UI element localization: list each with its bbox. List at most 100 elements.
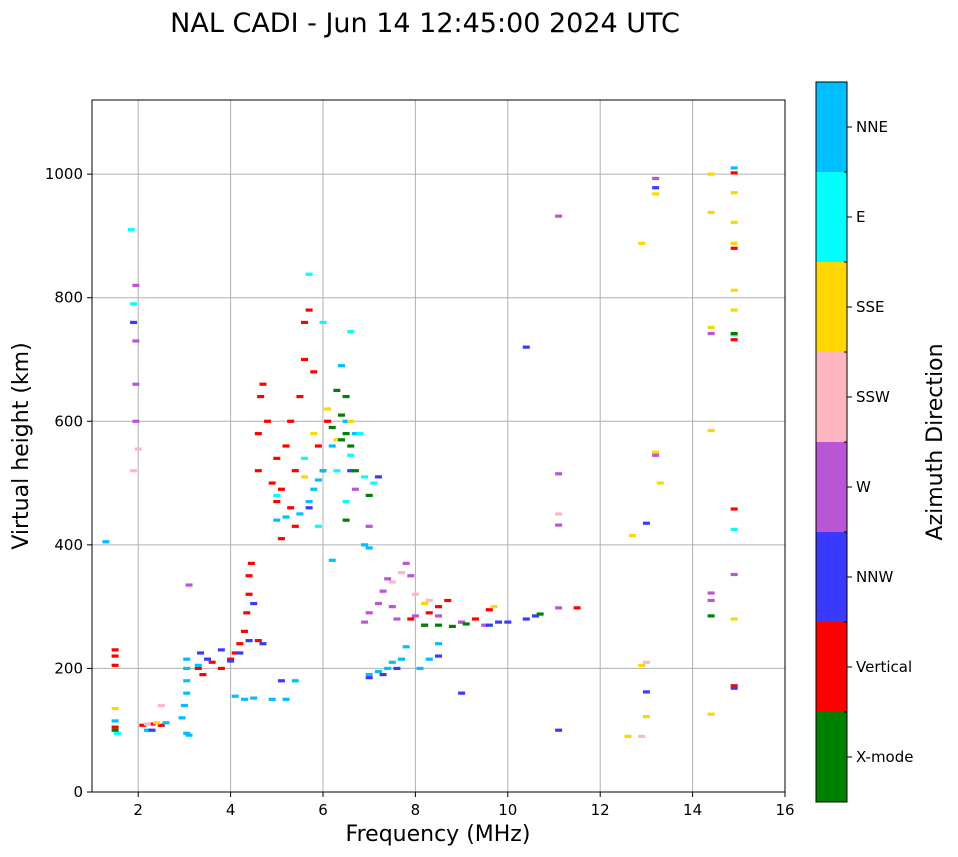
data-point [314, 524, 322, 528]
x-tick-label: 12 [591, 801, 610, 819]
data-point [157, 703, 165, 708]
data-point [638, 241, 646, 245]
data-point [333, 388, 341, 392]
data-point [314, 444, 322, 448]
data-point [555, 472, 563, 476]
data-point [183, 731, 191, 735]
data-point [462, 622, 470, 626]
colorbar-label: E [856, 208, 865, 226]
data-point [351, 432, 359, 436]
data-point [652, 192, 660, 196]
y-tick-label: 0 [73, 783, 83, 801]
data-point [361, 620, 369, 624]
data-point [183, 691, 191, 695]
data-point [388, 660, 396, 664]
data-point [342, 518, 350, 522]
data-point [361, 543, 369, 547]
data-point [301, 357, 309, 362]
data-point [282, 515, 290, 519]
data-point [398, 657, 406, 661]
data-point [730, 572, 738, 577]
series-w [132, 176, 738, 627]
data-point [642, 521, 650, 525]
data-point [485, 623, 493, 627]
data-point [305, 500, 313, 504]
data-point [130, 320, 138, 325]
data-point [111, 706, 119, 711]
colorbar-swatch-e [816, 172, 847, 262]
colorbar-swatch-sse [816, 262, 847, 352]
colorbar-label: X-mode [856, 748, 913, 766]
colorbar-label: NNE [856, 118, 888, 136]
data-point [319, 320, 327, 325]
data-point [638, 663, 646, 667]
data-point [111, 725, 119, 729]
data-point [379, 589, 387, 593]
colorbar-label: SSE [856, 298, 885, 316]
data-point [730, 617, 738, 621]
data-point [555, 512, 563, 516]
data-point [471, 617, 479, 621]
data-point [407, 617, 415, 621]
data-point [296, 394, 304, 399]
data-point [347, 453, 355, 457]
data-point [243, 611, 251, 615]
data-point [254, 639, 262, 643]
data-point [227, 659, 235, 663]
data-point [185, 583, 193, 587]
data-point [204, 657, 211, 661]
data-point [347, 444, 355, 448]
data-point [555, 728, 563, 732]
data-point [111, 663, 119, 667]
data-point [435, 605, 442, 609]
data-point [197, 651, 205, 655]
data-point [183, 666, 191, 671]
data-point [273, 493, 281, 498]
data-point [250, 601, 258, 606]
y-tick-label: 200 [54, 659, 83, 677]
y-axis-label: Virtual height (km) [9, 342, 34, 549]
data-point [365, 546, 373, 550]
data-point [374, 669, 382, 674]
data-point [730, 241, 738, 245]
data-point [183, 657, 191, 661]
series-ssw [130, 447, 650, 738]
data-point [365, 611, 373, 615]
data-point [388, 605, 396, 609]
data-point [435, 623, 442, 627]
data-point [522, 345, 530, 349]
data-point [730, 684, 738, 688]
data-point [342, 419, 350, 423]
data-point [730, 246, 738, 250]
data-point [407, 574, 415, 578]
data-point [337, 364, 345, 368]
data-point [730, 686, 738, 690]
x-axis-ticks: 2 4 6 8 10 12 14 16 [133, 792, 795, 819]
data-point [111, 728, 119, 732]
data-point [347, 419, 355, 423]
data-point [277, 679, 285, 683]
data-point [247, 561, 255, 565]
data-point [180, 703, 188, 708]
data-point [111, 648, 119, 652]
data-point [130, 302, 138, 306]
data-point [305, 272, 313, 276]
data-point [398, 571, 406, 575]
data-point [416, 666, 424, 671]
y-axis-ticks: 0 200 400 600 800 1000 [45, 165, 92, 801]
data-point [347, 330, 355, 334]
data-point [259, 382, 267, 386]
data-point [277, 487, 285, 491]
data-point [132, 283, 140, 287]
series-vertical [111, 171, 738, 729]
data-point [707, 172, 715, 176]
data-point [127, 228, 135, 232]
colorbar-swatch-nnw [816, 532, 847, 622]
data-point [282, 444, 290, 448]
data-point [707, 331, 715, 336]
data-point [153, 721, 161, 725]
series-nne [102, 166, 738, 737]
data-point [287, 506, 295, 510]
colorbar-label: Vertical [856, 658, 912, 676]
data-point [656, 481, 664, 485]
